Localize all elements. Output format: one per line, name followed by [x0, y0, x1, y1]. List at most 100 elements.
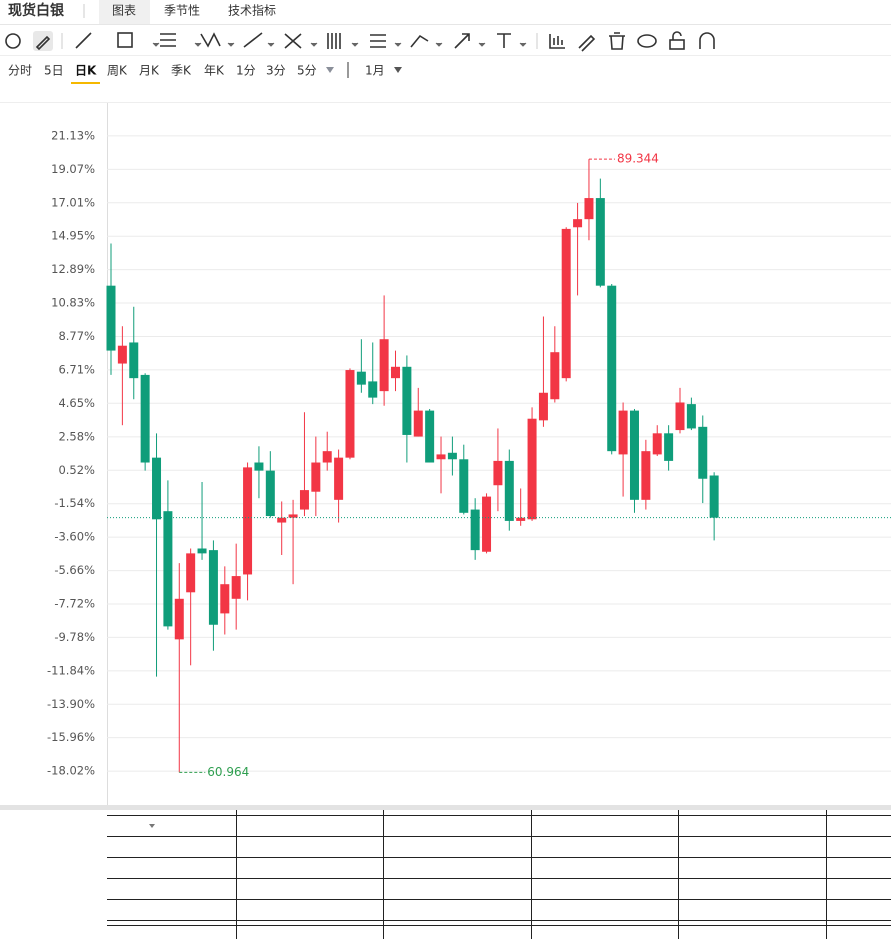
candle-body: [652, 433, 662, 455]
candle-body: [538, 392, 548, 421]
icon[interactable]: [410, 34, 429, 48]
candle-body: [595, 198, 605, 286]
y-tick-label: -11.84%: [47, 663, 95, 677]
candle-body: [243, 467, 253, 575]
timeframe[interactable]: 1分: [236, 64, 256, 78]
annotation: 60.964: [207, 765, 249, 779]
icon[interactable]: [327, 33, 341, 49]
annotation: 89.344: [617, 152, 659, 166]
pane-divider: [0, 805, 891, 810]
candle-body: [186, 553, 196, 593]
y-tick-label: 4.65%: [58, 396, 95, 410]
candle-body: [709, 475, 719, 518]
candle-body: [368, 381, 378, 398]
timeframe[interactable]: 年K: [204, 64, 225, 78]
icon[interactable]: [549, 34, 565, 49]
candle-body: [516, 517, 526, 521]
candle-body: [311, 462, 321, 492]
dropdown-arrow[interactable]: [149, 824, 155, 828]
candle-body: [641, 451, 651, 500]
timeframe[interactable]: 日K: [75, 64, 97, 78]
candle-body: [106, 285, 116, 351]
period-select[interactable]: 1月: [365, 64, 385, 78]
icon[interactable]: [35, 35, 51, 51]
candle-body: [163, 511, 173, 627]
candle-body: [299, 490, 309, 510]
candle-body: [117, 345, 127, 364]
candle-body: [356, 371, 366, 385]
candle-body: [447, 452, 457, 460]
candle-body: [220, 584, 230, 614]
icon[interactable]: [160, 33, 176, 47]
icon[interactable]: [637, 34, 657, 48]
icon[interactable]: [699, 32, 715, 49]
candle-body: [482, 496, 492, 552]
y-tick-label: -1.54%: [54, 496, 95, 510]
icon[interactable]: [497, 33, 511, 48]
y-tick-label: -13.90%: [47, 697, 95, 711]
candle-body: [607, 285, 617, 452]
icon[interactable]: [117, 32, 133, 48]
icon[interactable]: [672, 31, 682, 40]
timeframe[interactable]: 5日: [44, 64, 64, 78]
icon[interactable]: [578, 34, 596, 52]
candle-body: [288, 514, 298, 518]
candle-body: [345, 370, 355, 458]
dropdown-arrow[interactable]: [394, 67, 402, 73]
y-tick-label: 19.07%: [51, 162, 95, 176]
candle-body: [675, 402, 685, 431]
y-tick-label: 6.71%: [58, 362, 95, 376]
icon[interactable]: [669, 39, 685, 50]
candle-body: [208, 550, 218, 625]
y-tick-label: 21.13%: [51, 128, 95, 142]
candle-body: [664, 433, 674, 461]
timeframe[interactable]: 5分: [297, 64, 317, 78]
y-tick-label: 17.01%: [51, 195, 95, 209]
icon[interactable]: [75, 32, 92, 49]
candle-body: [698, 426, 708, 479]
icon[interactable]: [200, 32, 221, 48]
y-tick-label: -18.02%: [47, 764, 95, 778]
icon[interactable]: [370, 34, 386, 48]
candle-body: [413, 410, 423, 437]
dropdown-arrow[interactable]: [326, 67, 334, 73]
candle-body: [231, 576, 241, 599]
tab[interactable]: 技术指标: [228, 3, 276, 18]
timeframe[interactable]: 3分: [266, 64, 286, 78]
candle-body: [140, 374, 150, 463]
y-tick-label: 2.58%: [58, 429, 95, 443]
icon[interactable]: [243, 32, 263, 48]
candle-body: [573, 219, 583, 228]
candle-body: [402, 366, 412, 435]
icon[interactable]: [609, 32, 625, 50]
timeframe[interactable]: 周K: [107, 64, 128, 78]
candle-body: [129, 342, 139, 379]
y-tick-label: 10.83%: [51, 296, 95, 310]
candle-body: [550, 352, 560, 400]
candle-body: [391, 366, 400, 379]
icon[interactable]: [5, 33, 21, 49]
icon[interactable]: [454, 33, 470, 49]
tab[interactable]: 图表: [112, 4, 136, 18]
y-tick-label: -15.96%: [47, 730, 95, 744]
tab[interactable]: 季节性: [164, 4, 200, 18]
candle-body: [459, 459, 469, 513]
candle-body: [470, 509, 480, 551]
timeframe[interactable]: 分时: [8, 64, 32, 78]
icon[interactable]: [284, 33, 302, 49]
candle-body: [379, 339, 389, 392]
lower-panel: [107, 810, 891, 939]
timeframe[interactable]: 月K: [139, 64, 160, 78]
y-tick-label: -7.72%: [54, 596, 95, 610]
candle-body: [686, 404, 696, 429]
candle-body: [174, 598, 184, 640]
candle-body: [618, 410, 628, 455]
candle-body: [504, 460, 514, 521]
timeframe[interactable]: 季K: [171, 64, 192, 78]
candle-body: [425, 410, 435, 463]
y-tick-label: -9.78%: [54, 630, 95, 644]
candle-body: [584, 198, 594, 220]
candle-body: [277, 517, 287, 523]
candle-body: [527, 418, 537, 520]
candle-body: [254, 462, 264, 471]
